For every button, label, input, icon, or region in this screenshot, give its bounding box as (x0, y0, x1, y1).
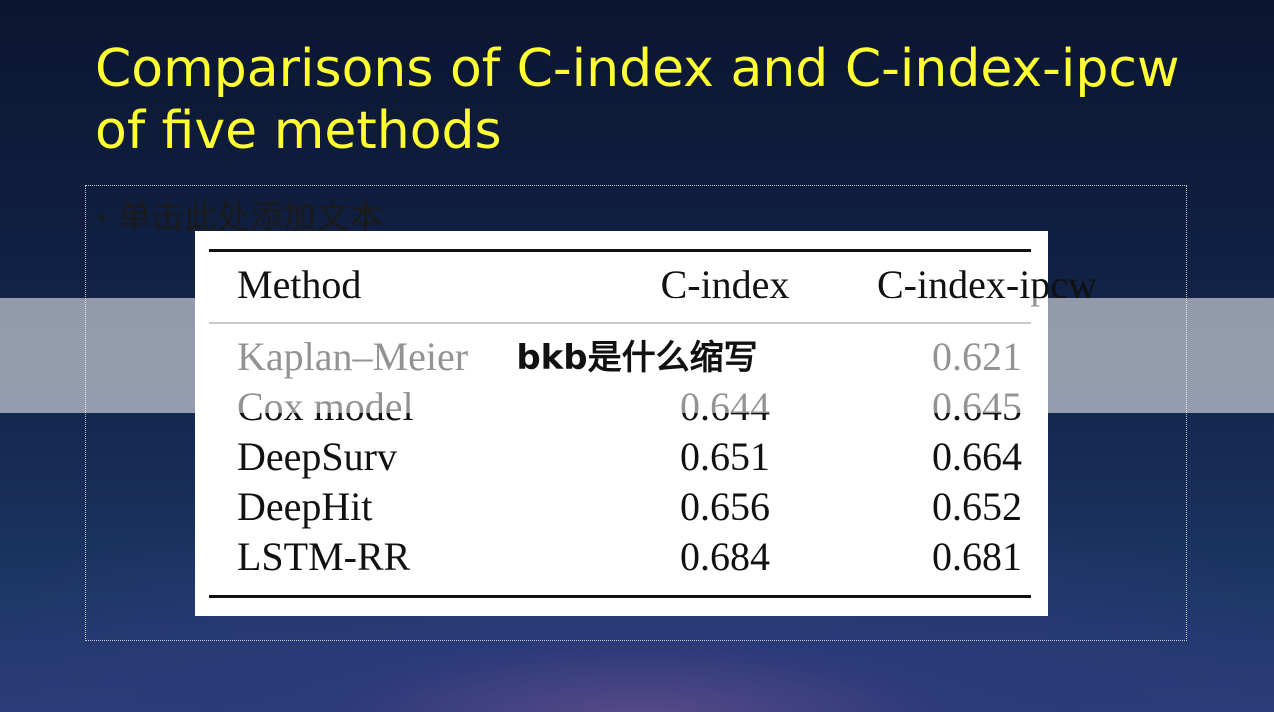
overlay-band (0, 298, 1274, 413)
table-cell: DeepSurv (237, 434, 397, 479)
overlay-text[interactable]: bkb是什么缩写 (516, 338, 758, 378)
table: MethodC-indexC-index-ipcwKaplan–Meier0.6… (195, 231, 1097, 616)
table-cell: 0.651 (680, 434, 770, 479)
bottom-rule (209, 595, 1031, 598)
text-placeholder-box[interactable] (85, 185, 1187, 641)
placeholder-text[interactable]: 单击此处添加文本 (95, 190, 382, 238)
table-cell: 0.652 (932, 484, 1022, 529)
slide-title: Comparisons of C-index and C-index-ipcw … (95, 39, 1180, 161)
table-cell: 0.684 (680, 534, 770, 579)
table-cell: 0.656 (680, 484, 770, 529)
table-cell: 0.664 (932, 434, 1022, 479)
table-cell: 0.681 (932, 534, 1022, 579)
table-cell: LSTM-RR (237, 534, 411, 579)
top-rule (209, 249, 1031, 252)
table-cell: DeepHit (237, 484, 373, 529)
